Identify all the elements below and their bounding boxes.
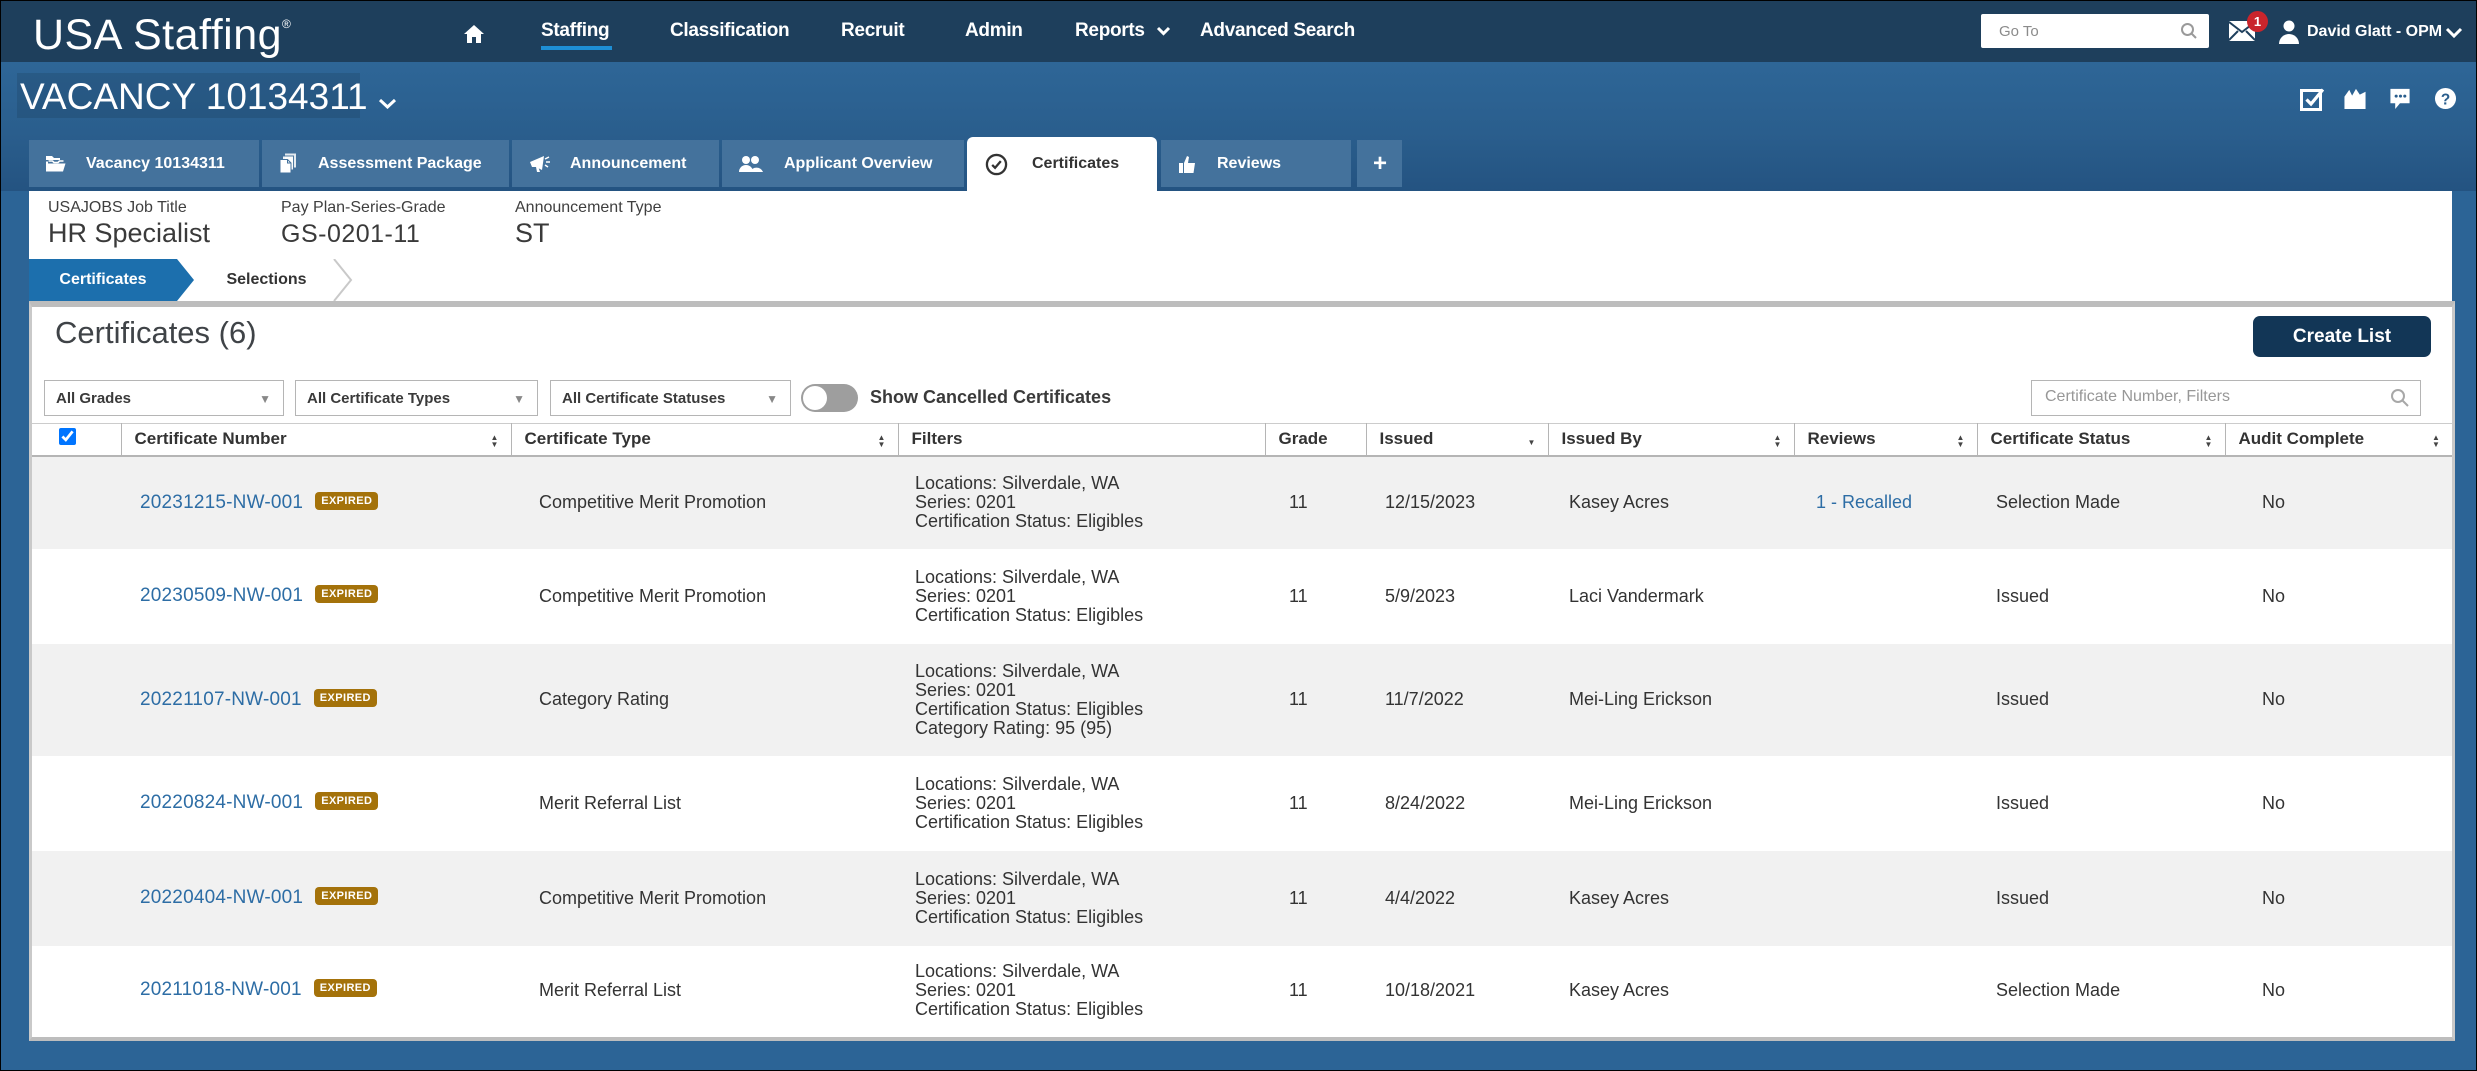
svg-text:?: ? — [2441, 91, 2450, 108]
